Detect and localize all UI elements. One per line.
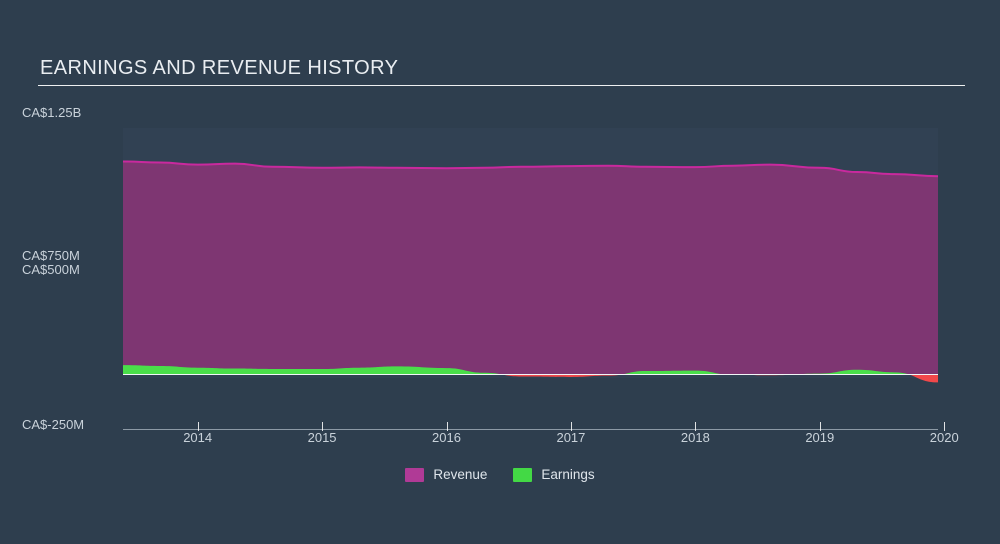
legend-swatch-revenue (405, 467, 425, 482)
revenue-line (122, 160, 939, 178)
x-axis-label-2018: 2018 (680, 430, 710, 445)
legend-label-revenue: Revenue (433, 467, 488, 482)
title-divider (38, 85, 965, 86)
x-axis-tick (446, 422, 448, 431)
earnings-negative-area (123, 374, 938, 383)
axis-baseline (123, 429, 938, 430)
x-axis-tick (197, 422, 199, 431)
legend-item-earnings[interactable]: Earnings (513, 467, 595, 482)
revenue-area (123, 161, 938, 374)
x-axis-tick (695, 422, 697, 431)
y-axis-label-top: CA$1.25B (22, 105, 82, 120)
x-axis-label-2016: 2016 (432, 430, 461, 445)
x-axis-label-2020: 2020 (929, 430, 959, 445)
x-axis-tick (944, 422, 946, 431)
series-layer (122, 160, 939, 383)
y-axis-label-bottom: CA$-250M (22, 417, 85, 432)
x-axis-label-2015: 2015 (307, 430, 337, 445)
legend-swatch-earnings (513, 467, 533, 482)
x-axis-label-2019: 2019 (805, 430, 835, 445)
zero-line (123, 374, 938, 376)
x-axis-tick (322, 422, 324, 431)
y-axis-label-mid-a: CA$750M (22, 248, 80, 263)
legend-item-revenue[interactable]: Revenue (405, 467, 487, 482)
page-title: EARNINGS AND REVENUE HISTORY (40, 57, 399, 79)
x-axis-tick (570, 422, 572, 431)
y-axis-label-mid-b: CA$500M (22, 262, 80, 277)
x-axis-label-2014: 2014 (183, 430, 213, 445)
x-axis-tick (819, 422, 821, 431)
earnings-positive-area (123, 365, 938, 374)
legend-label-earnings: Earnings (541, 467, 595, 482)
chart-legend: Revenue Earnings (0, 467, 1000, 482)
x-axis-label-2017: 2017 (556, 430, 586, 445)
plot-area (122, 100, 939, 430)
